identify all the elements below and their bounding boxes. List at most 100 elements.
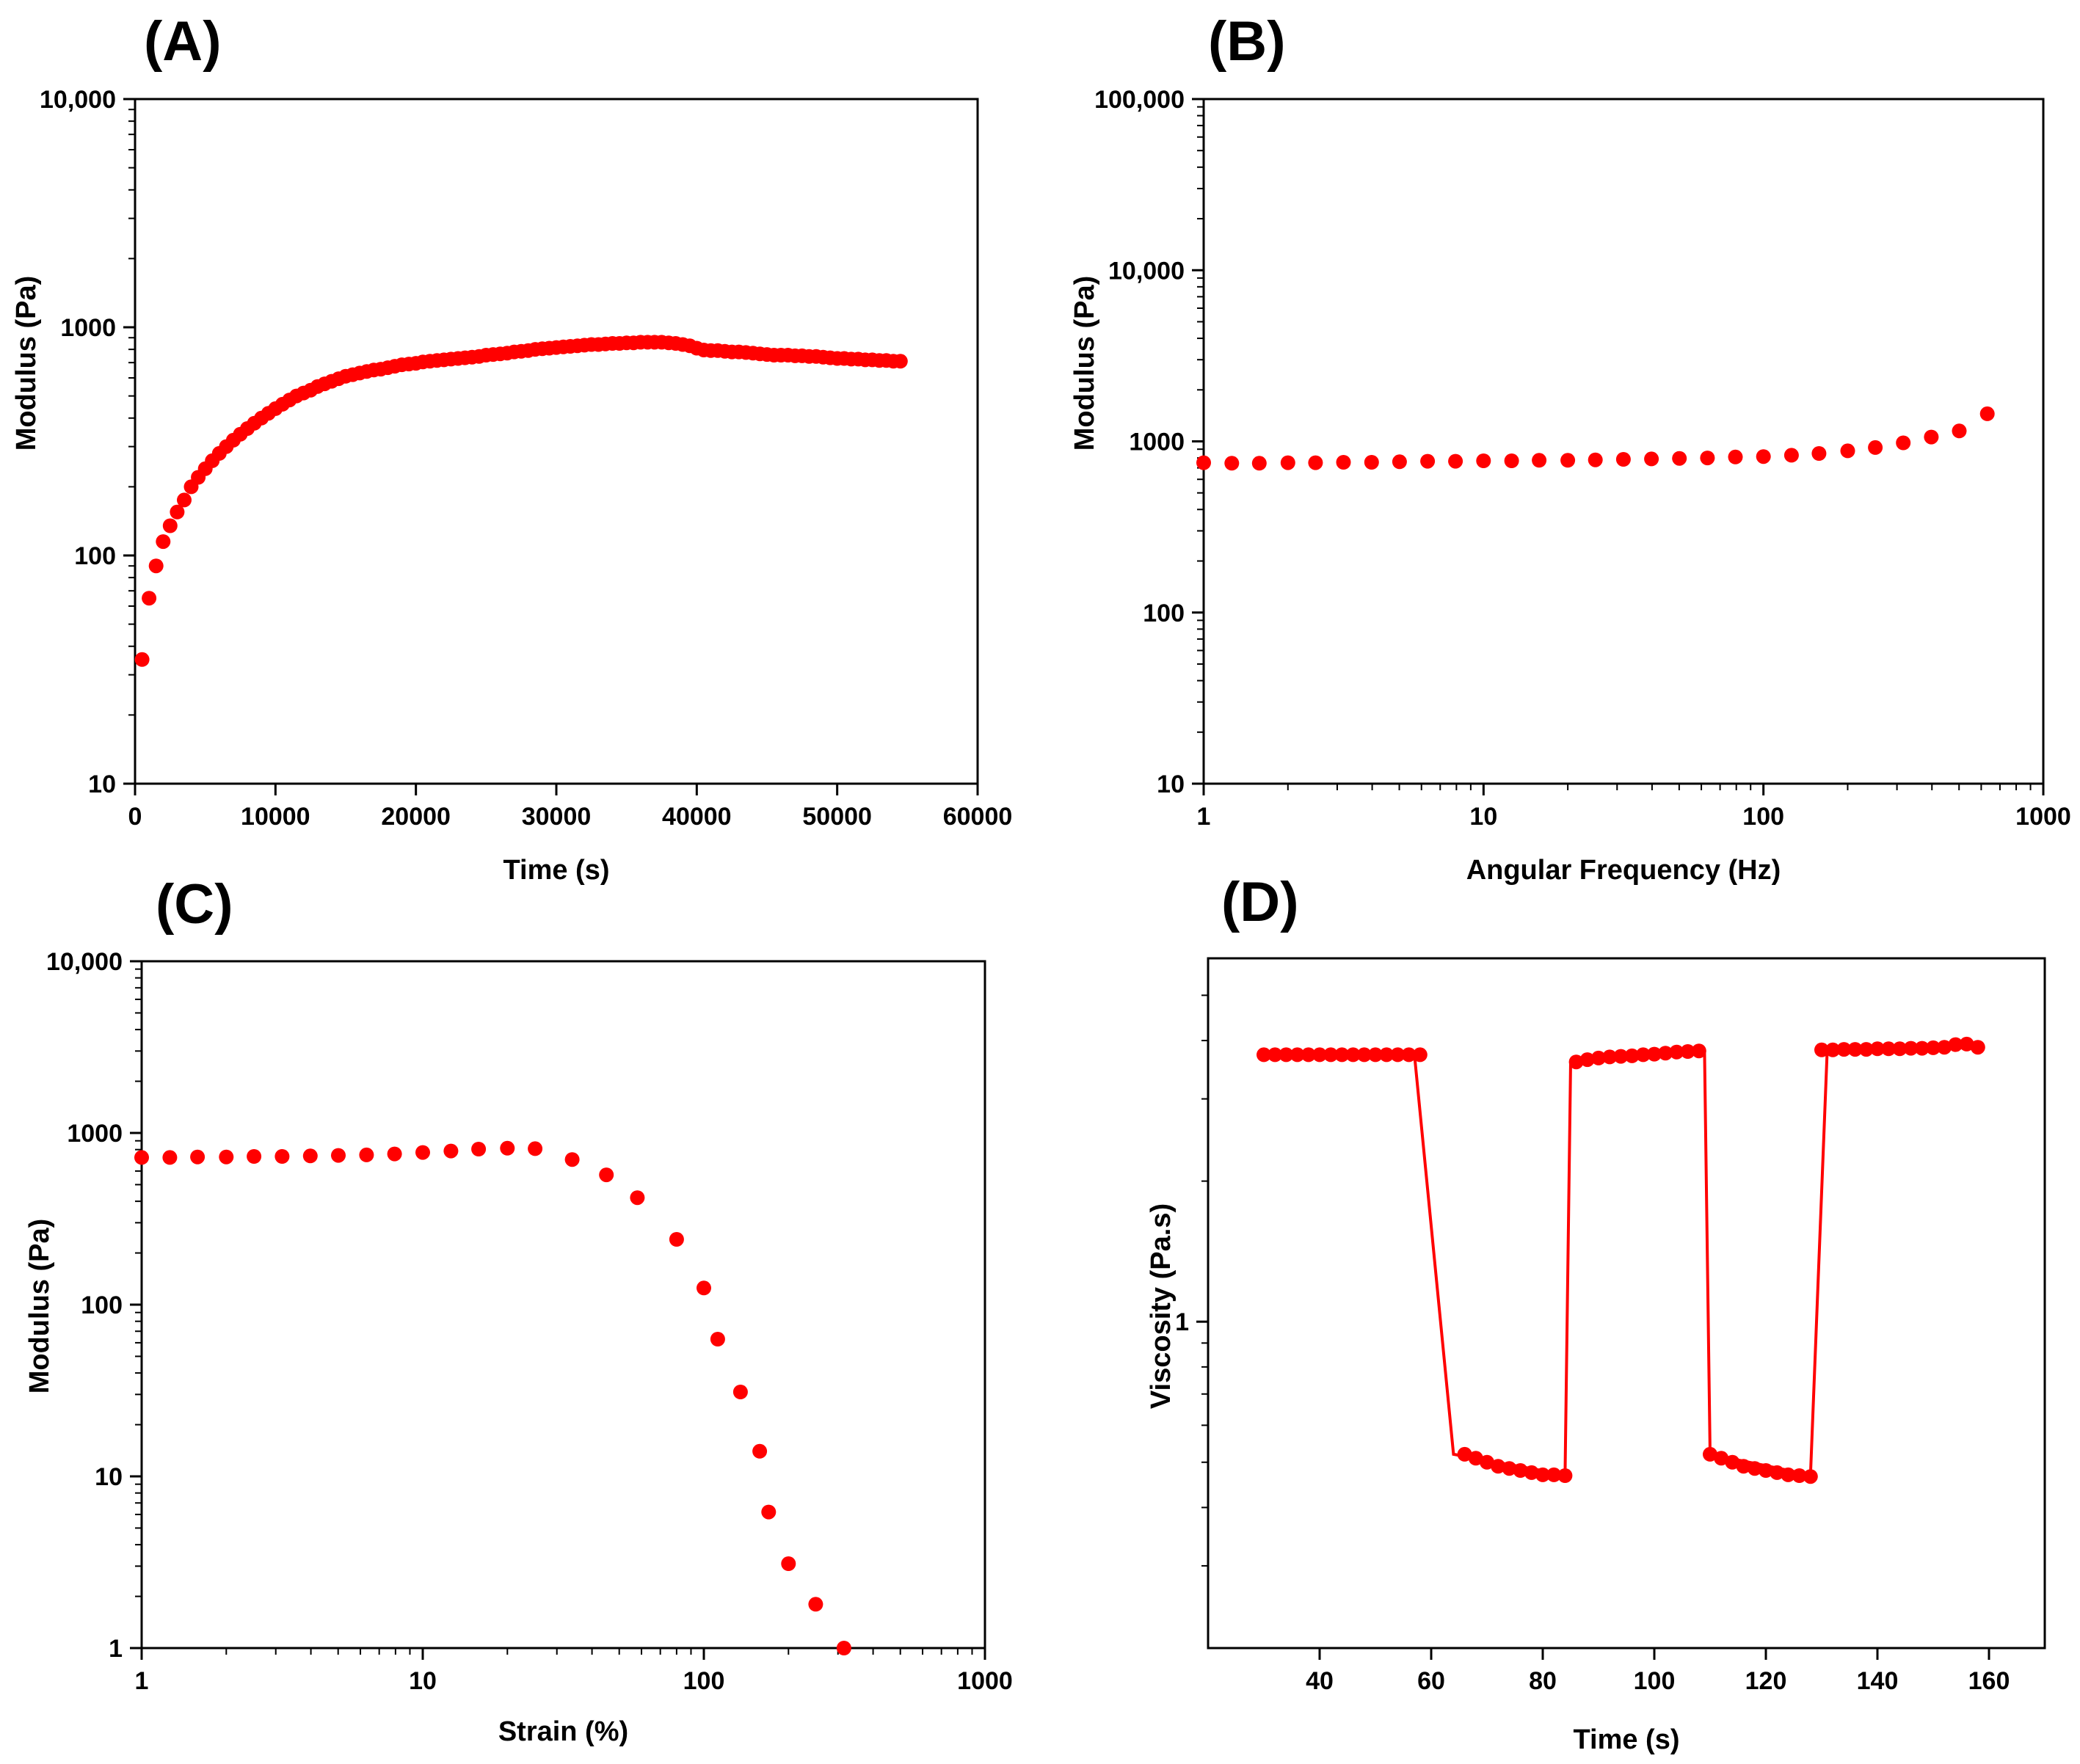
- data-point: [1379, 1047, 1394, 1063]
- panel-4: (D) 40 60 80 100 120 140 160 1 Time (s) Viscosity …: [1146, 871, 2046, 1755]
- data-point: [1959, 1036, 1974, 1052]
- data-point: [471, 1142, 487, 1156]
- data-point: [528, 1141, 543, 1156]
- data-point: [1811, 446, 1827, 461]
- data-point: [564, 1152, 580, 1167]
- data-point: [1532, 453, 1547, 468]
- x-tick-label: 1000: [2015, 803, 2071, 831]
- data-point: [1840, 443, 1855, 459]
- data-point: [1368, 1047, 1383, 1063]
- data-point: [1948, 1037, 1963, 1052]
- data-point: [1792, 1468, 1807, 1483]
- data-point: [148, 558, 164, 574]
- data-point: [1691, 1043, 1706, 1059]
- data-point: [1635, 1047, 1651, 1063]
- x-axis-title: Angular Frequency (Hz): [1466, 855, 1781, 886]
- x-tick-label: 10000: [241, 803, 310, 831]
- data-point: [1312, 1047, 1327, 1063]
- data-point: [1952, 423, 1967, 439]
- x-tick-label: 160: [1968, 1667, 2010, 1695]
- data-point: [1858, 1042, 1874, 1057]
- x-axis-title: Time (s): [1573, 1724, 1679, 1755]
- panel-1: (A) 0 10000 20000 30000 40000 50000 60000 10 100 1…: [11, 10, 1012, 886]
- data-point: [1770, 1465, 1785, 1480]
- data-point: [1756, 449, 1771, 464]
- data-point: [247, 1149, 262, 1164]
- data-point: [1476, 453, 1491, 468]
- y-tick-label: 10: [95, 1463, 123, 1491]
- data-point: [1364, 455, 1379, 470]
- x-axis-title: Strain (%): [498, 1716, 628, 1747]
- data-point: [1557, 1468, 1573, 1483]
- data-point: [1491, 1459, 1506, 1474]
- data-point: [1356, 1047, 1372, 1063]
- plot-frame: [134, 98, 979, 785]
- x-tick-label: 10: [1469, 803, 1497, 831]
- data-point: [1700, 451, 1715, 466]
- data-point: [415, 1145, 430, 1160]
- y-tick-label: 10: [1157, 770, 1185, 798]
- data-point: [1644, 451, 1659, 467]
- data-point: [162, 518, 178, 533]
- x-tick-label: 140: [1857, 1667, 1899, 1695]
- x-tick-label: 120: [1745, 1667, 1787, 1695]
- data-point: [1401, 1047, 1417, 1063]
- data-point: [1892, 1041, 1908, 1057]
- data-point: [1836, 1042, 1852, 1057]
- data-point: [1781, 1467, 1796, 1482]
- data-point: [761, 1504, 777, 1520]
- data-point: [1747, 1461, 1762, 1476]
- data-point: [1308, 455, 1323, 470]
- data-point: [1301, 1047, 1316, 1063]
- plot-frame: [1202, 98, 2045, 785]
- x-tick-label: 60000: [943, 803, 1013, 831]
- x-tick-label: 50000: [802, 803, 872, 831]
- data-point: [190, 1149, 206, 1165]
- data-point: [1814, 1042, 1829, 1057]
- panel-label: (A): [144, 10, 222, 73]
- plot-frame: [140, 960, 986, 1650]
- data-point: [732, 1385, 748, 1399]
- data-point: [1251, 456, 1267, 471]
- data-point: [500, 1140, 515, 1156]
- x-tick-label: 80: [1529, 1667, 1557, 1695]
- y-tick-label: 10,000: [40, 86, 116, 114]
- y-axis-title: Modulus (Pa): [1069, 276, 1100, 451]
- data-point: [1736, 1459, 1751, 1474]
- data-point: [1970, 1040, 1985, 1055]
- y-tick-label: 10: [88, 770, 116, 798]
- data-point: [134, 1150, 149, 1165]
- data-point: [1725, 1454, 1740, 1470]
- data-point: [1345, 1047, 1361, 1063]
- data-points: [1196, 406, 1995, 471]
- data-point: [1613, 1049, 1629, 1064]
- data-point: [1196, 455, 1211, 470]
- data-point: [142, 591, 157, 606]
- data-points: [134, 335, 908, 667]
- x-tick-label: 20000: [381, 803, 451, 831]
- data-point: [1535, 1467, 1550, 1482]
- data-point: [1669, 1044, 1684, 1060]
- data-point: [1591, 1050, 1606, 1065]
- data-point: [1392, 454, 1407, 470]
- x-tick-label: 0: [128, 803, 142, 831]
- data-point: [1714, 1451, 1729, 1466]
- data-point: [162, 1150, 178, 1165]
- data-point: [599, 1167, 614, 1183]
- data-point: [1390, 1047, 1406, 1063]
- y-tick-label: 10,000: [46, 948, 123, 976]
- x-axis-title: Time (s): [503, 855, 609, 886]
- data-point: [1268, 1047, 1283, 1063]
- data-point: [697, 1280, 711, 1296]
- data-point: [1560, 453, 1576, 468]
- data-point: [1783, 448, 1799, 463]
- data-point: [1279, 1047, 1294, 1063]
- y-tick-label: 100: [81, 1291, 123, 1319]
- data-point: [1420, 453, 1436, 469]
- x-tick-label: 30000: [522, 803, 592, 831]
- data-point: [836, 1641, 851, 1655]
- data-point: [1568, 1054, 1584, 1070]
- data-point: [387, 1146, 402, 1162]
- data-point: [1926, 1040, 1941, 1055]
- panel-label: (B): [1208, 10, 1286, 73]
